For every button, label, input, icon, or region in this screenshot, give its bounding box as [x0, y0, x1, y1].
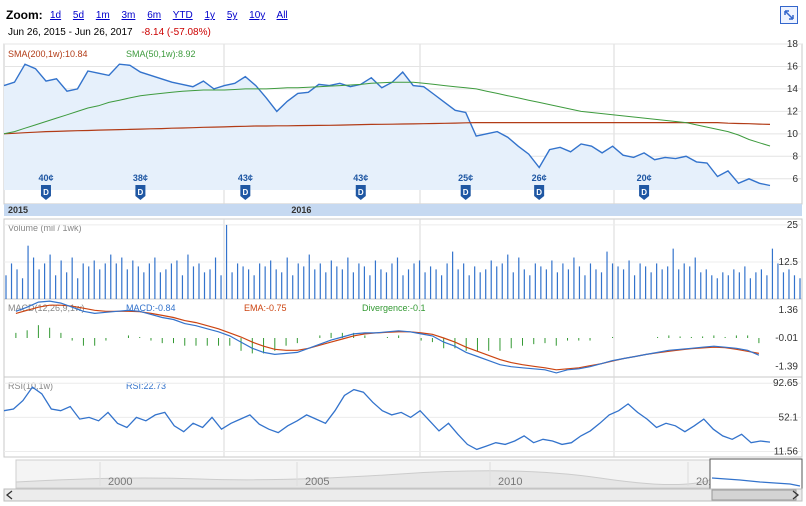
dividend-marker — [135, 185, 146, 200]
price-y-tick: 8 — [792, 151, 798, 162]
zoom-1m-link[interactable]: 1m — [95, 10, 110, 21]
zoom-3m-link[interactable]: 3m — [121, 10, 136, 21]
range-start: Jun 26, 2015 — [8, 27, 66, 38]
range-end: Jun 26, 2017 — [74, 27, 133, 38]
navigator-x-tick: 2010 — [498, 476, 522, 488]
dividend-marker-letter: D — [463, 188, 469, 197]
volume-panel-frame — [3, 218, 803, 300]
dividend-label: 40¢ — [38, 173, 53, 183]
navigator-background — [15, 459, 711, 489]
price-y-tick: 16 — [787, 61, 799, 72]
dividend-marker — [240, 185, 251, 200]
macd-legend: MACD:-0.84 — [126, 303, 176, 313]
toolbar: Zoom: 1d 5d 1m 3m 6m YTD 1y 5y 10y All J… — [0, 0, 806, 44]
sma50-line — [3, 81, 771, 147]
dividend-marker — [460, 185, 471, 200]
dividend-marker — [639, 185, 650, 200]
dividend-label: 43¢ — [353, 173, 368, 183]
dividend-marker-letter: D — [641, 188, 647, 197]
price-line — [3, 63, 771, 187]
volume-y-tick: 25 — [787, 220, 799, 231]
dividend-marker — [534, 185, 545, 200]
sma200-line — [3, 122, 771, 135]
price-area — [4, 64, 770, 190]
sma200-legend: SMA(200,1w):10.84 — [8, 49, 88, 59]
dividend-marker-letter: D — [358, 188, 364, 197]
rsi-y-tick: 52.1 — [779, 412, 799, 423]
rsi-panel-frame — [3, 376, 803, 458]
dividend-label: 38¢ — [133, 173, 148, 183]
expand-icon — [784, 10, 794, 20]
macd-y-tick: -1.39 — [775, 362, 798, 373]
zoom-all-link[interactable]: All — [276, 10, 288, 21]
zoom-5d-link[interactable]: 5d — [72, 10, 85, 21]
zoom-1y-link[interactable]: 1y — [204, 10, 216, 21]
dividend-marker — [355, 185, 366, 200]
navigator-selection — [709, 458, 803, 490]
dividend-marker-letter: D — [536, 188, 542, 197]
volume-label: Volume (mil / 1wk) — [8, 223, 82, 233]
price-y-tick: 10 — [787, 129, 799, 140]
dividend-marker-letter: D — [43, 188, 49, 197]
scroll-right-icon — [792, 490, 800, 500]
dividend-marker-letter: D — [138, 188, 144, 197]
price-panel-frame — [3, 43, 803, 205]
price-y-tick: 14 — [787, 84, 799, 95]
navigator-area — [15, 470, 711, 489]
dividend-marker-letter: D — [242, 188, 248, 197]
dividend-marker — [40, 185, 51, 200]
scroll-left-icon — [5, 490, 13, 500]
zoom-links: 1d 5d 1m 3m 6m YTD 1y 5y 10y All — [50, 10, 297, 21]
zoom-label: Zoom: — [6, 8, 43, 22]
price-time-axis — [4, 204, 802, 216]
price-y-tick: 12 — [787, 106, 799, 117]
ema-legend: EMA:-0.75 — [244, 303, 287, 313]
divergence-legend: Divergence:-0.1 — [362, 303, 426, 313]
macd-panel-frame — [3, 298, 803, 378]
macd-legend-title: MACD(12,26,9,1w) — [8, 303, 85, 313]
rsi-legend-title: RSI(10,1w) — [8, 381, 53, 391]
volume-y-tick: 12.5 — [779, 257, 799, 268]
zoom-1d-link[interactable]: 1d — [50, 10, 62, 21]
zoom-ytd-link[interactable]: YTD — [172, 10, 193, 21]
price-x-label: 2016 — [291, 205, 311, 215]
scrollbar-thumb — [711, 489, 797, 501]
ema-line — [15, 304, 760, 371]
rsi-line — [3, 386, 771, 451]
navigator-x-tick: 2005 — [305, 476, 329, 488]
macd-line — [15, 300, 760, 374]
rsi-y-tick: 92.65 — [773, 378, 798, 389]
date-range: Jun 26, 2015 - Jun 26, 2017 -8.14 (-57.0… — [8, 27, 211, 38]
range-separator: - — [68, 27, 72, 38]
rsi-y-tick: 11.56 — [774, 446, 799, 457]
price-y-tick: 6 — [792, 174, 798, 185]
navigator-x-tick: 2000 — [108, 476, 132, 488]
dividend-label: 25¢ — [458, 173, 473, 183]
expand-button[interactable] — [780, 6, 798, 24]
rsi-legend: RSI:22.73 — [126, 381, 166, 391]
navigator-selected-line — [711, 477, 801, 487]
sma50-legend: SMA(50,1w):8.92 — [126, 49, 196, 59]
zoom-5y-link[interactable]: 5y — [226, 10, 238, 21]
range-change: -8.14 (-57.08%) — [141, 27, 211, 38]
macd-y-tick: 1.36 — [779, 305, 799, 316]
zoom-6m-link[interactable]: 6m — [147, 10, 162, 21]
scrollbar-track — [3, 488, 803, 502]
dividend-label: 20¢ — [637, 173, 652, 183]
navigator-x-tick: 2015 — [696, 476, 720, 488]
macd-y-tick: -0.01 — [775, 333, 798, 344]
dividend-label: 26¢ — [532, 173, 547, 183]
price-x-label: 2015 — [8, 205, 28, 215]
zoom-10y-link[interactable]: 10y — [249, 10, 266, 21]
dividend-label: 43¢ — [238, 173, 253, 183]
